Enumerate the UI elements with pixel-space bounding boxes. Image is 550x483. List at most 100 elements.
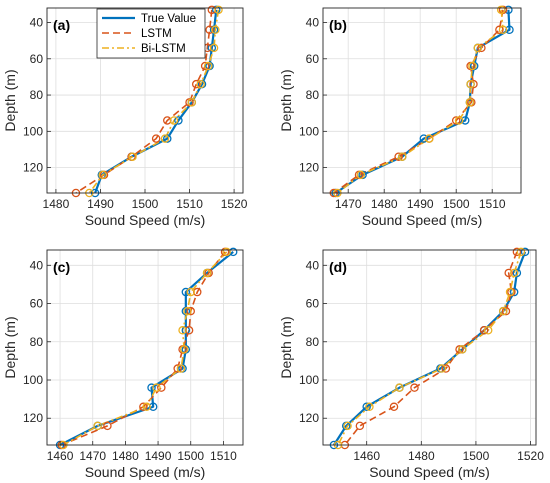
x-tick-label: 1510 <box>479 197 506 211</box>
data-point-bilstm <box>160 134 170 143</box>
data-point-bilstm <box>211 25 220 35</box>
data-point-true-value <box>147 383 156 392</box>
x-tick-label: 1480 <box>408 449 435 463</box>
legend: True Value LSTM Bi-LSTM <box>96 8 206 59</box>
data-point-bilstm <box>483 326 493 335</box>
data-point-bilstm <box>458 345 467 354</box>
y-axis-label: Depth (m) <box>278 316 294 378</box>
x-tick-label: 1480 <box>112 449 139 463</box>
data-point-bilstm <box>183 306 192 316</box>
chart-panel-2: 1470 1480 1490 1500 1510 40 60 80 100 120 Sound Sp… <box>278 5 522 228</box>
y-tick-label: 100 <box>299 124 319 138</box>
data-point-lstm <box>186 306 195 316</box>
data-point-bilstm <box>178 326 187 335</box>
x-axis-label: Sound Speed (m/s) <box>362 212 483 228</box>
x-tick-label: 1470 <box>79 449 106 463</box>
data-point-lstm <box>477 43 486 53</box>
data-point-lstm <box>441 364 451 373</box>
legend-label-true-value: True Value <box>141 13 196 25</box>
data-point-bilstm <box>356 170 366 180</box>
data-point-true-value <box>181 287 191 297</box>
y-tick-label: 80 <box>306 335 320 349</box>
data-point-true-value <box>228 247 238 257</box>
y-axis-label: Depth (m) <box>278 69 294 131</box>
y-tick-label: 60 <box>306 52 320 66</box>
data-point-bilstm <box>498 25 508 35</box>
data-point-bilstm <box>454 116 464 125</box>
y-tick-label: 40 <box>306 258 320 272</box>
data-point-true-value <box>509 287 519 297</box>
data-point-bilstm <box>468 61 477 71</box>
y-tick-label: 80 <box>306 88 320 102</box>
data-point-true-value <box>520 247 530 257</box>
data-point-true-value <box>419 134 429 143</box>
series-line-lstm <box>333 9 504 194</box>
data-point-lstm <box>139 402 148 412</box>
data-point-lstm <box>451 116 461 125</box>
x-axis-label: Sound Speed (m/s) <box>85 464 206 480</box>
x-tick-label: 1480 <box>43 197 70 211</box>
data-point-bilstm <box>152 383 161 392</box>
data-point-true-value <box>148 402 158 412</box>
x-tick-label: 1520 <box>221 197 248 211</box>
data-point-lstm <box>389 402 399 412</box>
plot-area <box>323 250 536 445</box>
x-tick-label: 1510 <box>176 197 203 211</box>
data-point-bilstm <box>222 247 231 257</box>
x-axis-label: Sound Speed (m/s) <box>85 212 206 228</box>
plot-area <box>47 250 243 445</box>
data-point-lstm <box>173 364 182 373</box>
data-point-true-value <box>505 25 514 35</box>
data-point-lstm <box>469 79 478 89</box>
legend-label-bilstm: Bi-LSTM <box>141 43 186 55</box>
data-point-bilstm <box>202 268 212 278</box>
data-point-lstm <box>355 421 365 431</box>
data-point-bilstm <box>505 287 515 297</box>
data-point-lstm <box>200 61 210 71</box>
y-tick-label: 80 <box>30 88 44 102</box>
plot-area <box>323 8 521 193</box>
x-axis-label: Sound Speed (m/s) <box>369 464 490 480</box>
data-point-bilstm <box>343 421 352 431</box>
data-point-bilstm <box>176 364 186 373</box>
data-point-lstm <box>193 287 202 297</box>
data-point-bilstm <box>128 152 137 161</box>
data-point-bilstm <box>498 306 508 316</box>
data-point-true-value <box>362 402 371 412</box>
x-tick-label: 1470 <box>335 197 362 211</box>
data-point-bilstm <box>516 247 526 257</box>
data-point-bilstm <box>473 43 483 53</box>
x-tick-label: 1460 <box>47 449 74 463</box>
y-tick-label: 80 <box>30 335 44 349</box>
series-line-bilstm <box>337 251 522 446</box>
y-tick-label: 60 <box>30 297 44 311</box>
panel-label: (c) <box>53 259 70 275</box>
data-point-bilstm <box>209 43 219 53</box>
data-point-lstm <box>151 134 161 143</box>
data-point-lstm <box>394 152 403 161</box>
data-point-bilstm <box>214 5 223 15</box>
y-axis-label: Depth (m) <box>2 69 18 131</box>
data-point-bilstm <box>204 61 213 71</box>
y-tick-label: 40 <box>30 16 44 30</box>
x-tick-label: 1500 <box>177 449 204 463</box>
series-line-lstm <box>344 251 518 446</box>
data-point-bilstm <box>397 152 407 161</box>
x-tick-label: 1490 <box>407 197 434 211</box>
data-point-bilstm <box>437 364 447 373</box>
data-point-bilstm <box>424 134 434 143</box>
data-point-bilstm <box>465 98 475 107</box>
y-tick-label: 60 <box>306 297 320 311</box>
data-point-bilstm <box>169 116 179 125</box>
data-point-true-value <box>174 116 183 125</box>
chart-panel-4: 1460 1480 1500 1520 40 60 80 100 120 Sound Speed … <box>278 247 544 480</box>
series-line-bilstm <box>62 251 228 446</box>
y-tick-label: 40 <box>306 16 320 30</box>
x-tick-label: 1480 <box>371 197 398 211</box>
data-point-lstm <box>501 306 511 316</box>
y-tick-label: 60 <box>30 52 44 66</box>
y-axis-label: Depth (m) <box>2 316 18 378</box>
y-tick-label: 100 <box>23 373 43 387</box>
chart-panel-3: 1460 1470 1480 1490 1500 1510 40 60 80 100 120 Soun… <box>2 247 244 480</box>
